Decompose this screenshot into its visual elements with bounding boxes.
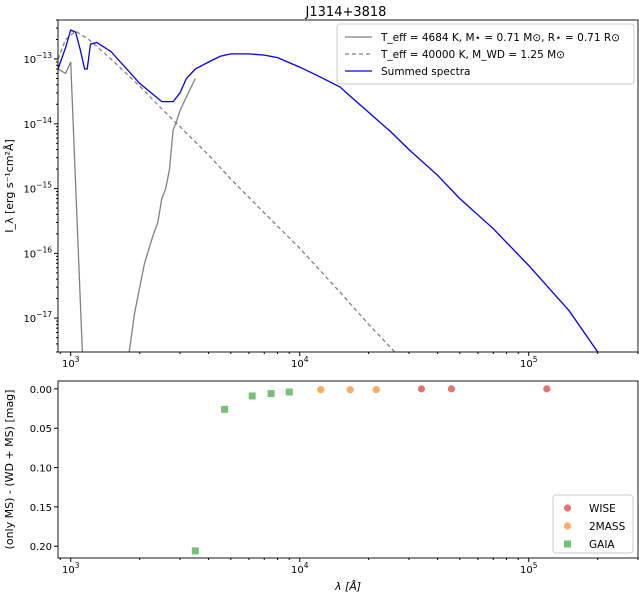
x-tick-label: 104 [291,561,309,576]
legend-swatch-gaia [564,540,571,548]
y-tick-label: 10−15 [23,181,52,196]
point-gaia [221,405,229,413]
x-tick-label: 105 [520,355,538,370]
x-tick-label: 103 [62,561,80,576]
chart-title: J1314+3818 [305,5,387,20]
x-tick-label: 103 [62,355,80,370]
series-line-wd [58,30,396,352]
point-2mass [317,386,325,394]
legend-label-wise: WISE [589,503,616,515]
y-tick-label: 10−16 [23,245,52,260]
point-2mass [346,386,354,394]
point-gaia [191,547,199,555]
y-tick-label: 0.15 [30,503,52,514]
series-line-sum [58,29,599,352]
plot-frame [57,380,639,559]
y-tick-label: 0.05 [30,424,52,435]
legend: WISE 2MASS GAIA [552,494,634,554]
y-tick-label: 0.20 [30,542,52,553]
plot-frame [57,19,639,353]
point-2mass [372,386,380,394]
point-gaia [267,390,275,398]
legend-label-2mass: 2MASS [589,521,626,533]
y-axis-label: I_λ [erg s⁻¹cm²Å] [3,139,16,233]
x-tick-label: 105 [520,561,538,576]
legend-box [336,23,635,85]
x-tick-label: 104 [291,355,309,370]
legend-label-ms: T_eff = 4684 K, M⋆ = 0.71 M⊙, R⋆ = 0.71 … [380,32,620,44]
legend-swatch-2mass [563,522,572,530]
point-wise [417,385,426,393]
y-tick-label: 10−13 [23,51,52,66]
y-tick-label: 0.10 [30,464,52,475]
x-axis-label: λ [Å] [334,580,361,593]
legend-label-wd: T_eff = 40000 K, M_WD = 1.25 M⊙ [380,49,565,61]
y-tick-label: 10−14 [23,116,52,131]
legend-box [552,494,634,554]
point-wise [543,385,551,393]
magnitude-panel: 103 104 105 0.00 0.05 0.10 0.15 0.20 λ [Å] (only … [3,380,639,593]
legend-label-sum: Summed spectra [381,66,470,78]
spectrum-panel: 103 104 105 10−13 10−14 10−15 10−16 10−17 I_λ [e… [3,19,639,370]
series-line-ms [58,61,196,352]
legend-swatch-wise [563,504,572,512]
point-gaia [285,388,293,396]
spectrum-lines [58,29,599,352]
point-gaia [248,392,256,400]
legend-label-gaia: GAIA [589,539,615,551]
y-axis-label: (only MS) - (WD + MS) [mag] [3,390,16,550]
y-tick-label: 0.00 [30,385,52,396]
legend: T_eff = 4684 K, M⋆ = 0.71 M⊙, R⋆ = 0.71 … [336,23,635,85]
point-wise [447,385,456,393]
y-tick-label: 10−17 [23,310,52,325]
